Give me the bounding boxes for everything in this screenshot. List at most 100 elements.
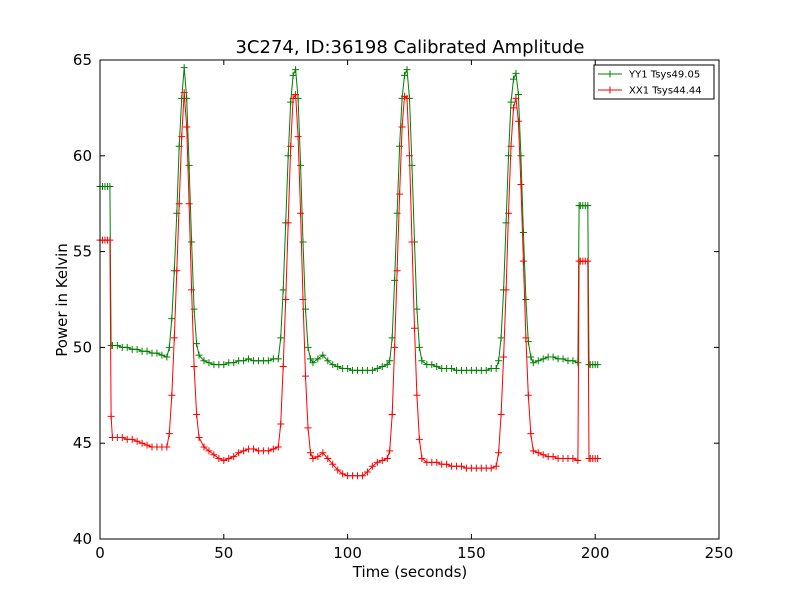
- x-axis-ticks: 0 50 100 150 200 250: [95, 60, 733, 562]
- data-point: [539, 451, 547, 459]
- data-point: [277, 334, 285, 342]
- data-point: [507, 142, 515, 150]
- data-point: [386, 447, 394, 455]
- data-point: [200, 443, 208, 451]
- data-point: [250, 445, 258, 453]
- data-point: [277, 420, 285, 428]
- data-point: [319, 449, 327, 457]
- legend-label: YY1 Tsys49.05: [628, 70, 700, 81]
- x-axis-label: Time (seconds): [352, 563, 468, 581]
- data-point: [492, 462, 500, 470]
- data-point: [522, 334, 530, 342]
- data-point: [165, 430, 173, 438]
- data-point: [594, 361, 602, 369]
- data-point: [200, 357, 208, 365]
- data-point: [309, 455, 317, 463]
- data-point: [594, 455, 602, 463]
- data-point: [514, 117, 522, 125]
- legend-box: [593, 64, 715, 100]
- series-2: [96, 89, 602, 480]
- data-point: [128, 435, 136, 443]
- data-point: [329, 361, 337, 369]
- data-point: [373, 364, 381, 372]
- data-point: [502, 286, 510, 294]
- data-point: [297, 161, 305, 169]
- data-point: [170, 334, 178, 342]
- data-point: [391, 343, 399, 351]
- data-point: [165, 343, 173, 351]
- data-point: [230, 359, 238, 367]
- data-point: [220, 361, 228, 369]
- data-point: [457, 462, 465, 470]
- data-point: [163, 353, 171, 361]
- data-point: [289, 94, 297, 102]
- data-point: [240, 447, 248, 455]
- data-point: [344, 364, 352, 372]
- data-point: [306, 355, 314, 363]
- data-point: [527, 430, 535, 438]
- data-point: [401, 71, 409, 79]
- data-point: [529, 447, 537, 455]
- data-point: [106, 182, 114, 190]
- data-point: [534, 449, 542, 457]
- data-point: [168, 315, 176, 323]
- data-point: [534, 357, 542, 365]
- plot-frame: [99, 59, 720, 540]
- data-point: [433, 458, 441, 466]
- data-point: [505, 209, 513, 217]
- data-point: [398, 123, 406, 131]
- data-point: [175, 200, 183, 208]
- x-tick-label: 150: [457, 544, 486, 562]
- data-point: [302, 372, 310, 380]
- data-point: [245, 355, 253, 363]
- data-point: [319, 351, 327, 359]
- data-point: [418, 357, 426, 365]
- data-point: [443, 460, 451, 468]
- data-point: [509, 75, 517, 83]
- data-point: [324, 357, 332, 365]
- data-point: [299, 238, 307, 246]
- data-point: [584, 257, 592, 265]
- data-point: [106, 236, 114, 244]
- data-point: [292, 66, 300, 74]
- data-point: [289, 71, 297, 79]
- data-point: [215, 455, 223, 463]
- data-point: [517, 181, 525, 189]
- data-point: [549, 353, 557, 361]
- data-point: [378, 456, 386, 464]
- data-point: [306, 449, 314, 457]
- data-point: [386, 357, 394, 365]
- data-point: [334, 363, 342, 371]
- data-point: [524, 391, 532, 399]
- data-point: [519, 257, 527, 265]
- data-point: [410, 324, 418, 332]
- data-point: [240, 357, 248, 365]
- chart-title: 3C274, ID:36198 Calibrated Amplitude: [235, 37, 584, 58]
- data-point: [413, 305, 421, 313]
- data-point: [529, 359, 537, 367]
- y-tick-label: 50: [73, 338, 92, 356]
- data-point: [512, 69, 520, 77]
- data-point: [403, 94, 411, 102]
- legend: YY1 Tsys49.05 XX1 Tsys44.44: [593, 64, 715, 100]
- data-point: [522, 296, 530, 303]
- data-point: [143, 441, 151, 449]
- data-point: [309, 359, 317, 367]
- data-point: [287, 142, 295, 150]
- data-point: [509, 104, 517, 112]
- data-point: [358, 472, 366, 480]
- data-point: [569, 357, 577, 365]
- data-point: [123, 343, 131, 351]
- data-point: [314, 355, 322, 363]
- data-point: [519, 228, 527, 236]
- data-point: [264, 357, 272, 365]
- data-point: [549, 453, 557, 461]
- x-tick-label: 200: [581, 544, 610, 562]
- data-point: [415, 343, 423, 351]
- data-point: [205, 359, 213, 367]
- data-point: [183, 123, 191, 131]
- data-point: [378, 363, 386, 371]
- data-point: [188, 238, 196, 246]
